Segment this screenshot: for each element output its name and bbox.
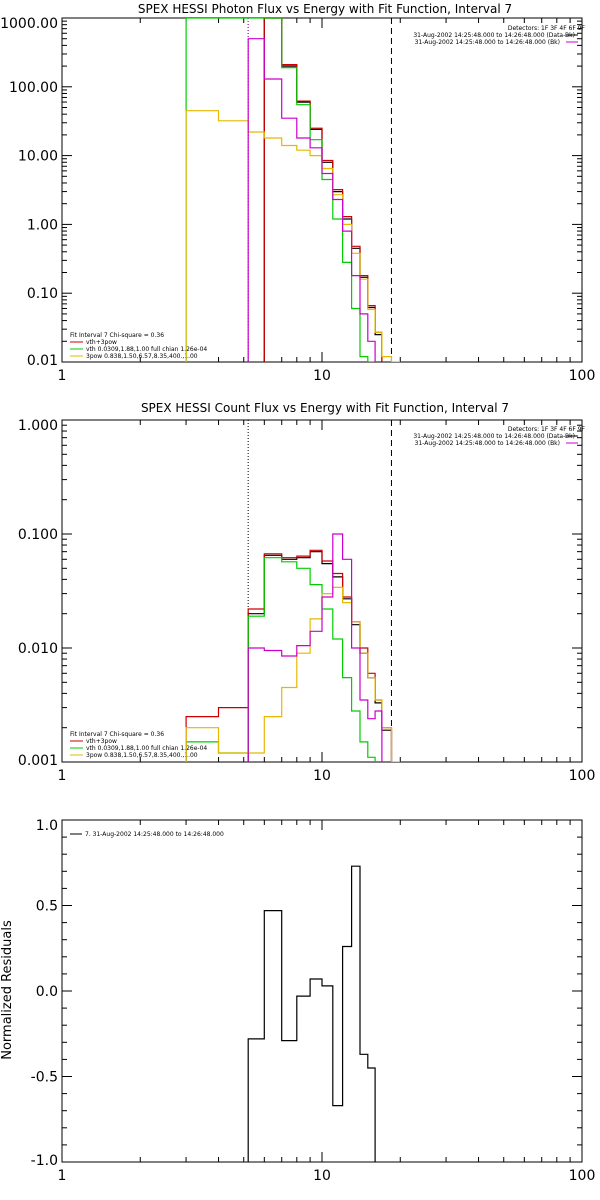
legend-label: 7. 31-Aug-2002 14:25:48.000 to 14:26:48.… xyxy=(85,831,224,838)
photon-flux-panel: SPEX HESSI Photon Flux vs Energy with Fi… xyxy=(0,2,595,384)
fit-legend-line: vth+3pow xyxy=(86,339,117,346)
series-line xyxy=(185,18,376,362)
header-line-bk: 31-Aug-2002 14:25:48.000 to 14:26:48.000… xyxy=(415,39,560,46)
y-tick-label: 0.01 xyxy=(27,353,58,369)
y-tick-label: 1.000 xyxy=(18,418,58,434)
y-tick-label: 1.0 xyxy=(36,818,58,834)
x-tick-label: 10 xyxy=(313,368,331,384)
header-line-detectors: Detectors: 1F 3F 4F 6F 9F xyxy=(508,426,586,433)
y-tick-label: 0.001 xyxy=(18,753,58,769)
x-tick-label: 1 xyxy=(58,368,67,384)
y-tick-label: 0.0 xyxy=(36,984,58,1000)
x-tick-label: 10 xyxy=(313,1168,331,1184)
chart-title: SPEX HESSI Photon Flux vs Energy with Fi… xyxy=(138,2,512,16)
fit-legend-line: vth 0.0309,1.88,1.00 full chian 1.26e-04 xyxy=(86,745,207,752)
y-tick-label: 100.00 xyxy=(9,80,58,96)
x-tick-label: 10 xyxy=(313,768,331,784)
x-tick-label: 100 xyxy=(569,368,596,384)
series-line xyxy=(263,18,383,362)
series-group xyxy=(185,18,401,362)
series-line xyxy=(247,38,376,362)
series-line xyxy=(247,551,393,762)
y-tick-label: -0.5 xyxy=(31,1070,58,1086)
y-tick-label: -1.0 xyxy=(31,1153,58,1169)
y-tick-label: 0.010 xyxy=(18,641,58,657)
header-line-data: 31-Aug-2002 14:25:48.000 to 14:26:48.000… xyxy=(413,32,575,39)
header-line-bk: 31-Aug-2002 14:25:48.000 to 14:26:48.000… xyxy=(415,440,560,447)
y-tick-label: 0.100 xyxy=(18,527,58,543)
series-line xyxy=(185,549,393,762)
header-line-detectors: Detectors: 1F 3F 4F 6F 9F xyxy=(508,25,586,32)
y-tick-label: 10.00 xyxy=(18,149,58,165)
y-tick-label: 0.5 xyxy=(36,899,58,915)
fit-legend-line: 3pow 0.838,1.50,6.57,8.35,400.,1.00 xyxy=(86,353,198,360)
count-flux-panel: SPEX HESSI Count Flux vs Energy with Fit… xyxy=(18,401,595,784)
residuals-panel: Normalized Residuals 7. 31-Aug-2002 14:2… xyxy=(0,818,595,1184)
x-tick-label: 1 xyxy=(58,1168,67,1184)
plot-frame xyxy=(61,17,583,363)
x-tick-label: 100 xyxy=(569,1168,596,1184)
fit-legend-line: vth+3pow xyxy=(86,738,117,745)
x-tick-label: 100 xyxy=(569,768,596,784)
plot-frame xyxy=(61,819,583,1163)
series-line xyxy=(263,18,383,362)
y-axis-label: Normalized Residuals xyxy=(0,920,15,1060)
series-line xyxy=(247,533,383,762)
y-tick-label: 1000.00 xyxy=(0,16,58,32)
series-line xyxy=(185,586,401,762)
y-tick-label: 0.10 xyxy=(27,286,58,302)
x-tick-label: 1 xyxy=(58,768,67,784)
header-line-data: 31-Aug-2002 14:25:48.000 to 14:26:48.000… xyxy=(413,433,575,440)
series-group xyxy=(247,865,376,1162)
series-line xyxy=(185,110,401,362)
fit-legend-line: 3pow 0.838,1.50,6.57,8.35,400.,1.00 xyxy=(86,752,198,759)
series-line xyxy=(247,865,376,1162)
fit-legend-line: Fit Interval 7 Chi-square = 0.36 xyxy=(70,731,164,738)
series-line xyxy=(185,557,376,762)
fit-legend-line: Fit Interval 7 Chi-square = 0.36 xyxy=(70,332,164,339)
series-group xyxy=(185,533,401,762)
chart-title: SPEX HESSI Count Flux vs Energy with Fit… xyxy=(141,401,509,415)
y-tick-label: 1.00 xyxy=(27,217,58,233)
fit-legend-line: vth 0.0309,1.88,1.00 full chian 1.26e-04 xyxy=(86,346,207,353)
